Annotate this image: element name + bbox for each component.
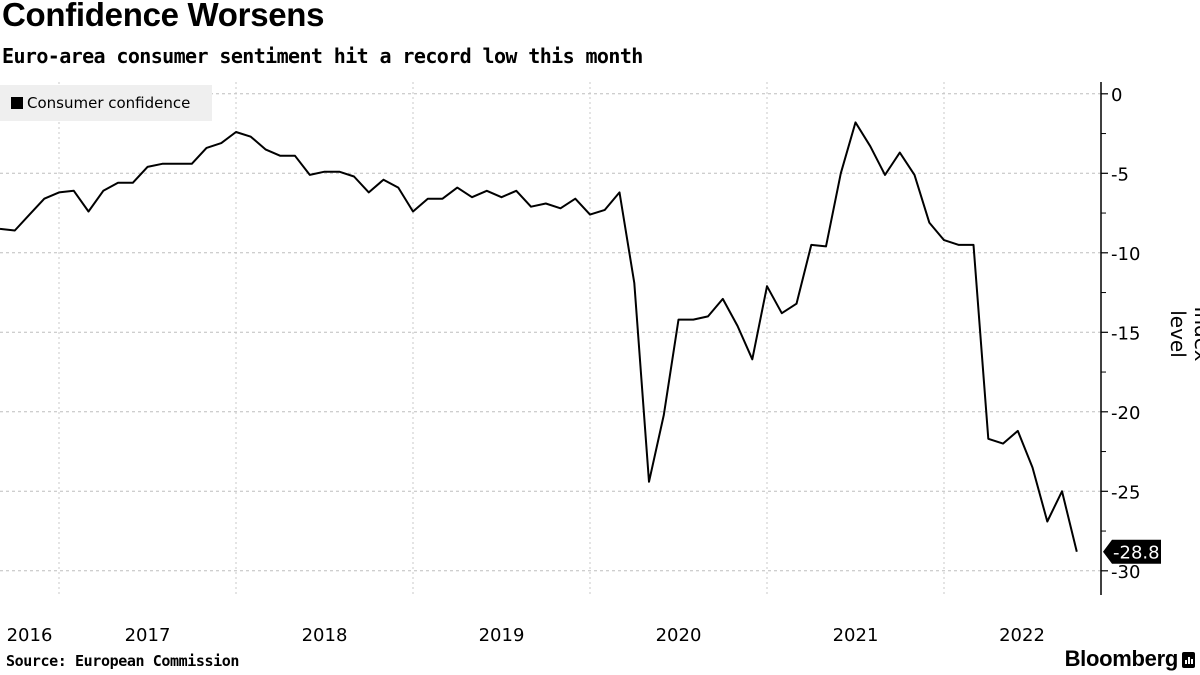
last-value-text: -28.8 (1113, 543, 1160, 564)
series-line (0, 121, 1078, 552)
chart-subtitle: Euro-area consumer sentiment hit a recor… (2, 44, 643, 68)
y-axis: 0 -5 -10 -15 -20 -25 -30 (1100, 82, 1140, 595)
x-tick-label: 2020 (656, 625, 702, 646)
y-tick-label: -20 (1111, 403, 1140, 424)
gridlines (0, 82, 1101, 595)
series-consumer-confidence (0, 121, 1078, 552)
brand-logo: Bloomberg (1064, 646, 1179, 671)
x-axis-labels: 2016 2017 2018 2019 2020 2021 2022 (7, 625, 1045, 646)
y-tick-label: -15 (1111, 323, 1140, 344)
x-tick-label: 2022 (999, 625, 1045, 646)
bloomberg-icon (1182, 652, 1195, 668)
x-tick-label: 2017 (125, 625, 171, 646)
legend-label: Consumer confidence (27, 94, 191, 112)
x-tick-label: 2019 (479, 625, 525, 646)
x-tick-label: 2016 (7, 625, 53, 646)
x-tick-label: 2021 (833, 625, 879, 646)
chart-title: Confidence Worsens (2, 0, 325, 33)
last-value-badge (1103, 539, 1161, 564)
x-tick-label: 2018 (302, 625, 348, 646)
y-tick-label: -25 (1111, 482, 1140, 503)
legend-swatch (11, 97, 23, 109)
y-tick-label: 0 (1111, 85, 1122, 106)
source-note: Source: European Commission (6, 652, 240, 670)
y-axis-title: Index level (1166, 306, 1200, 362)
legend: Consumer confidence (0, 85, 212, 121)
last-value-label: -28.8 (1103, 539, 1161, 564)
y-tick-label: -5 (1111, 164, 1129, 185)
y-tick-label: -10 (1111, 244, 1140, 265)
y-tick-label: -30 (1111, 562, 1140, 583)
